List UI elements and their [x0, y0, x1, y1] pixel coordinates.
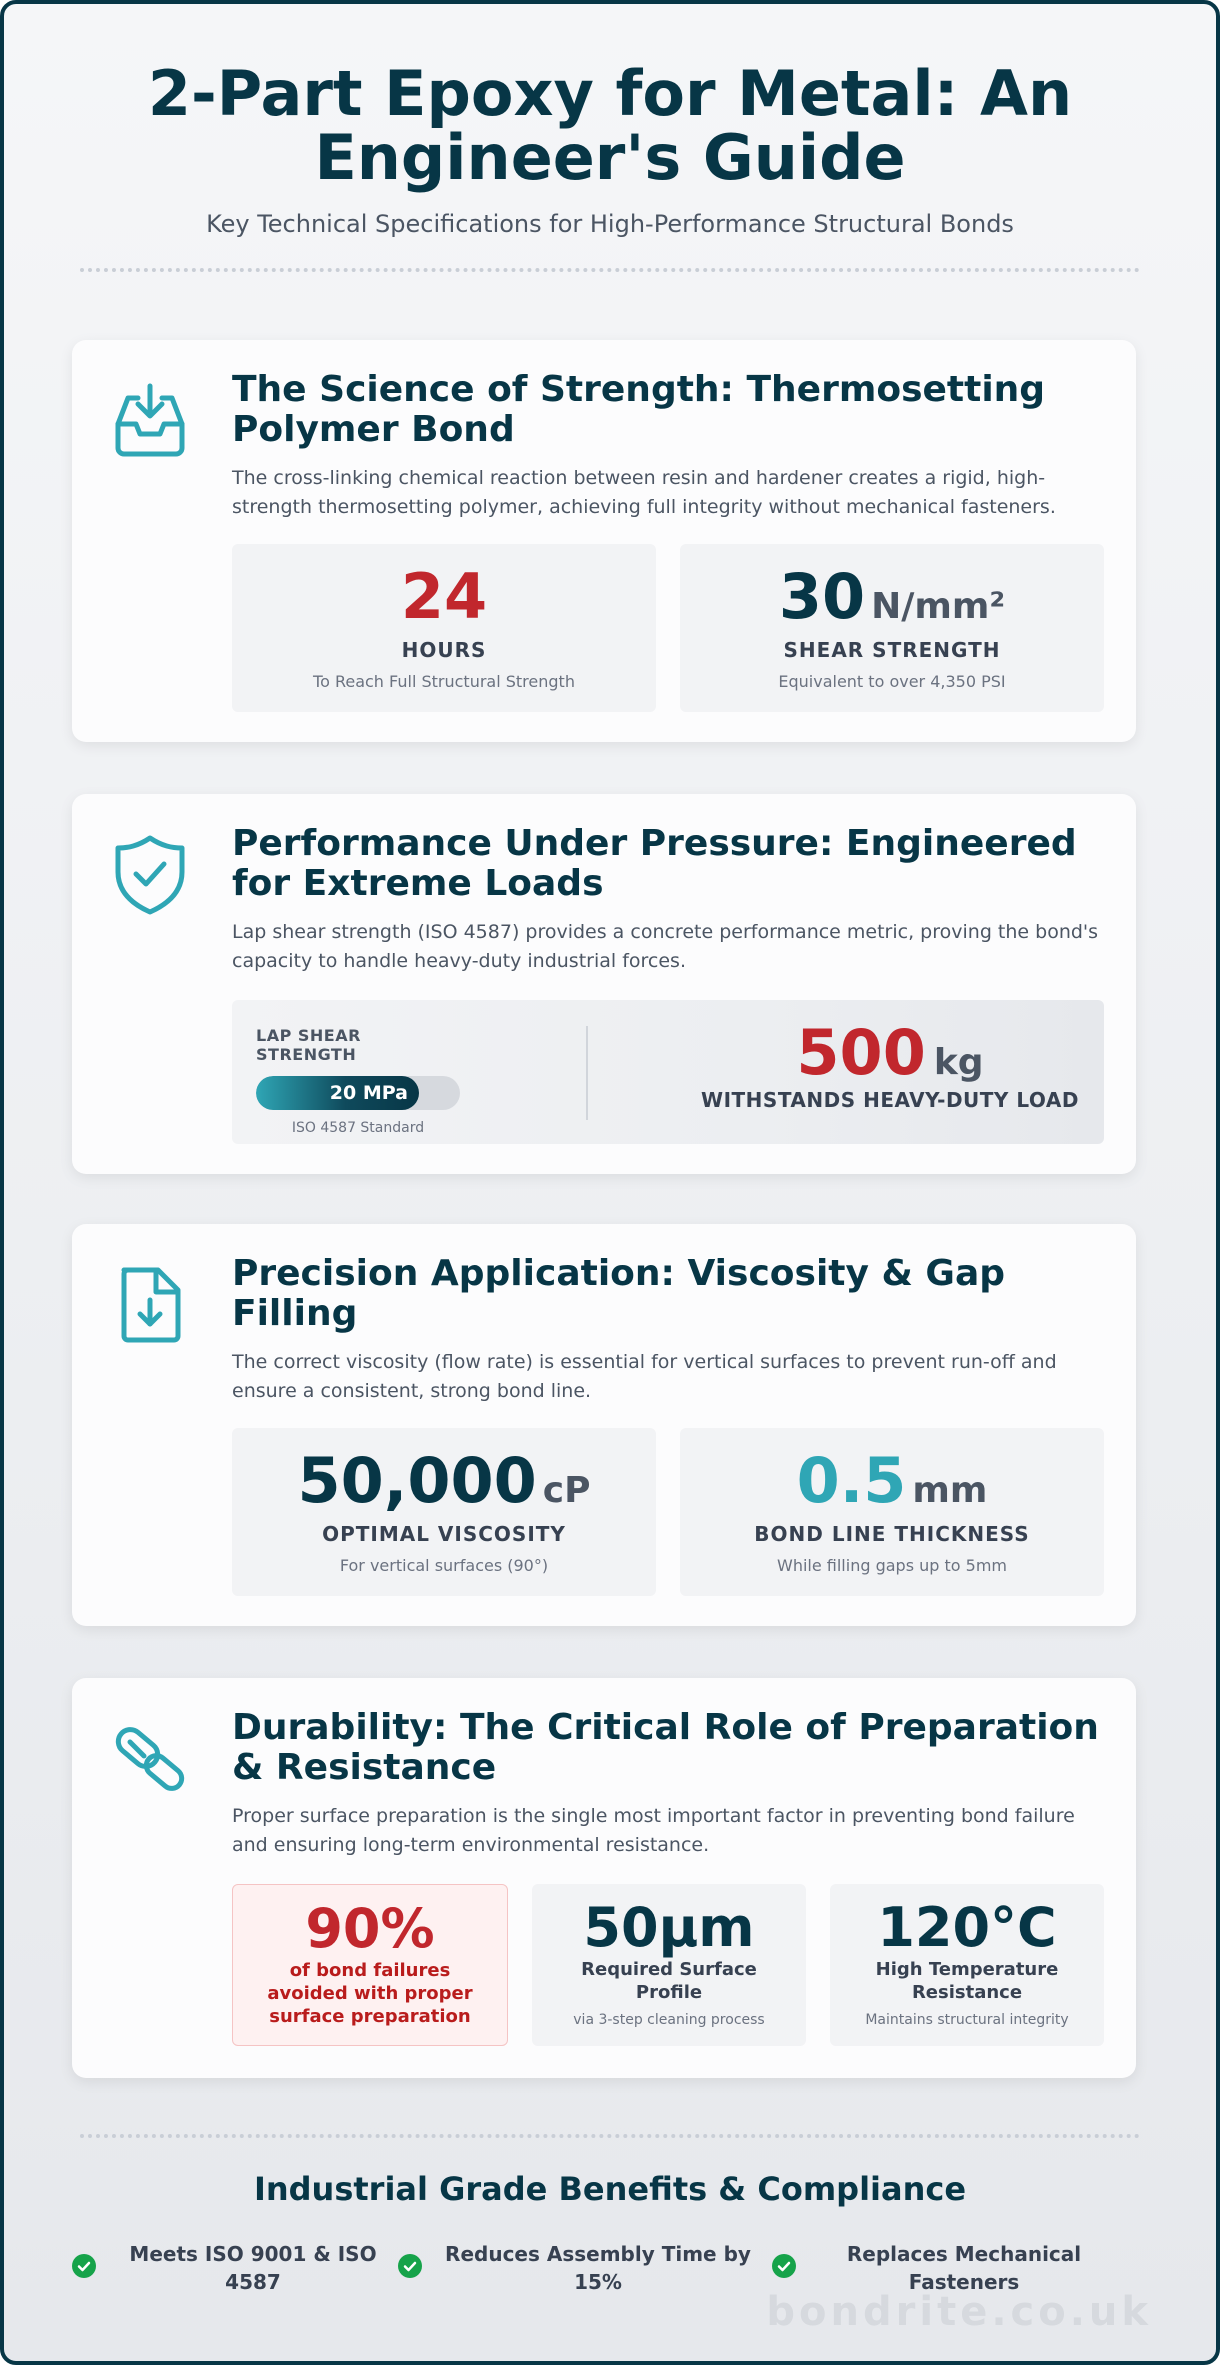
load-label: WITHSTANDS HEAVY-DUTY LOAD	[701, 1088, 1079, 1112]
section-title: Durability: The Critical Role of Prepara…	[232, 1707, 1099, 1788]
benefit-text: Meets ISO 9001 & ISO 4587	[129, 2242, 377, 2294]
load-value: 500	[796, 1016, 926, 1089]
header: 2-Part Epoxy for Metal: An Engineer's Gu…	[4, 4, 1216, 272]
panel-divider	[586, 1026, 588, 1120]
stat-unit: N/mm²	[871, 586, 1006, 627]
dotted-divider	[80, 2134, 1140, 2138]
watermark: bondrite.co.uk	[766, 2289, 1152, 2335]
stat-value: 50µm	[583, 1896, 755, 1959]
load-unit: kg	[933, 1042, 984, 1083]
stat-value: 24	[400, 560, 488, 633]
pills-icon	[108, 1716, 192, 1800]
stat-unit: cP	[542, 1470, 591, 1511]
section-title: Performance Under Pressure: Engineered f…	[232, 823, 1077, 904]
stat-note: via 3-step cleaning process	[573, 2012, 765, 2028]
stat-label: of bond failures avoided with proper sur…	[267, 1960, 473, 2027]
stat-card-bond-line: 0.5 mm BOND LINE THICKNESS While filling …	[680, 1428, 1104, 1596]
lap-shear-bar-fill	[256, 1076, 420, 1110]
stat-card-shear-strength: 30 N/mm² SHEAR STRENGTH Equivalent to ove…	[680, 544, 1104, 712]
footer: Industrial Grade Benefits & Compliance M…	[4, 2134, 1216, 2294]
stat-value: 120°C	[877, 1896, 1057, 1959]
section-description: The cross-linking chemical reaction betw…	[232, 467, 1056, 518]
stat-label: Required Surface Profile	[581, 1959, 757, 2003]
benefit-text: Reduces Assembly Time by 15%	[445, 2242, 751, 2294]
lap-shear-bar: 20 MPa	[256, 1076, 460, 1110]
file-download-icon	[108, 1262, 192, 1346]
stat-label: SHEAR STRENGTH	[783, 638, 1001, 662]
stat-card-viscosity: 50,000 cP OPTIMAL VISCOSITY For vertical …	[232, 1428, 656, 1596]
check-circle-icon	[72, 2254, 96, 2278]
stat-note: Maintains structural integrity	[865, 2012, 1069, 2028]
stat-label: BOND LINE THICKNESS	[754, 1522, 1030, 1546]
stat-card-failures: 90% of bond failures avoided with proper…	[232, 1884, 508, 2046]
section-description: The correct viscosity (flow rate) is ess…	[232, 1351, 1057, 1402]
load-panel: LAP SHEAR STRENGTH 20 MPa ISO 4587 Stand…	[232, 1000, 1104, 1144]
stat-value: 0.5	[796, 1444, 907, 1517]
footer-title: Industrial Grade Benefits & Compliance	[253, 2170, 967, 2208]
dotted-divider	[80, 268, 1140, 272]
section-description: Proper surface preparation is the single…	[232, 1805, 1075, 1856]
stat-label: High Temperature Resistance	[875, 1959, 1059, 2003]
stat-card-surface-profile: 50µm Required Surface Profile via 3-step…	[532, 1884, 806, 2046]
shield-check-icon	[108, 832, 192, 916]
section-title: The Science of Strength: Thermosetting P…	[232, 369, 1046, 450]
inbox-download-icon	[108, 378, 192, 462]
lap-shear-value: 20 MPa	[329, 1082, 408, 1104]
check-circle-icon	[398, 2254, 422, 2278]
page-subtitle: Key Technical Specifications for High-Pe…	[206, 210, 1014, 238]
stat-unit: mm	[912, 1470, 988, 1511]
section-title: Precision Application: Viscosity & Gap F…	[232, 1253, 1006, 1334]
section-precision: Precision Application: Viscosity & Gap F…	[72, 1224, 1136, 1626]
stat-note: For vertical surfaces (90°)	[339, 1556, 549, 1575]
page-title: 2-Part Epoxy for Metal: An Engineer's Gu…	[147, 57, 1073, 194]
lap-shear-standard: ISO 4587 Standard	[291, 1120, 425, 1136]
section-science: The Science of Strength: Thermosetting P…	[72, 340, 1136, 742]
check-circle-icon	[772, 2254, 796, 2278]
stat-card-hours: 24 HOURS To Reach Full Structural Streng…	[232, 544, 656, 712]
stat-note: While filling gaps up to 5mm	[777, 1556, 1007, 1575]
stat-value: 90%	[305, 1897, 435, 1960]
stat-note: To Reach Full Structural Strength	[313, 672, 575, 691]
section-description: Lap shear strength (ISO 4587) provides a…	[232, 921, 1099, 972]
benefits-list: Meets ISO 9001 & ISO 4587 Reduces Assemb…	[72, 2240, 1136, 2300]
stat-label: OPTIMAL VISCOSITY	[322, 1522, 566, 1546]
lap-shear-label: LAP SHEAR STRENGTH	[256, 1026, 361, 1064]
stat-value: 30	[778, 560, 866, 633]
stat-value: 50,000	[297, 1444, 537, 1517]
benefit-text: Replaces Mechanical Fasteners	[846, 2242, 1082, 2294]
stat-note: Equivalent to over 4,350 PSI	[778, 672, 1006, 691]
section-performance: Performance Under Pressure: Engineered f…	[72, 794, 1136, 1174]
section-durability: Durability: The Critical Role of Prepara…	[72, 1678, 1136, 2078]
stat-label: HOURS	[401, 638, 487, 662]
stat-card-temperature: 120°C High Temperature Resistance Mainta…	[830, 1884, 1104, 2046]
